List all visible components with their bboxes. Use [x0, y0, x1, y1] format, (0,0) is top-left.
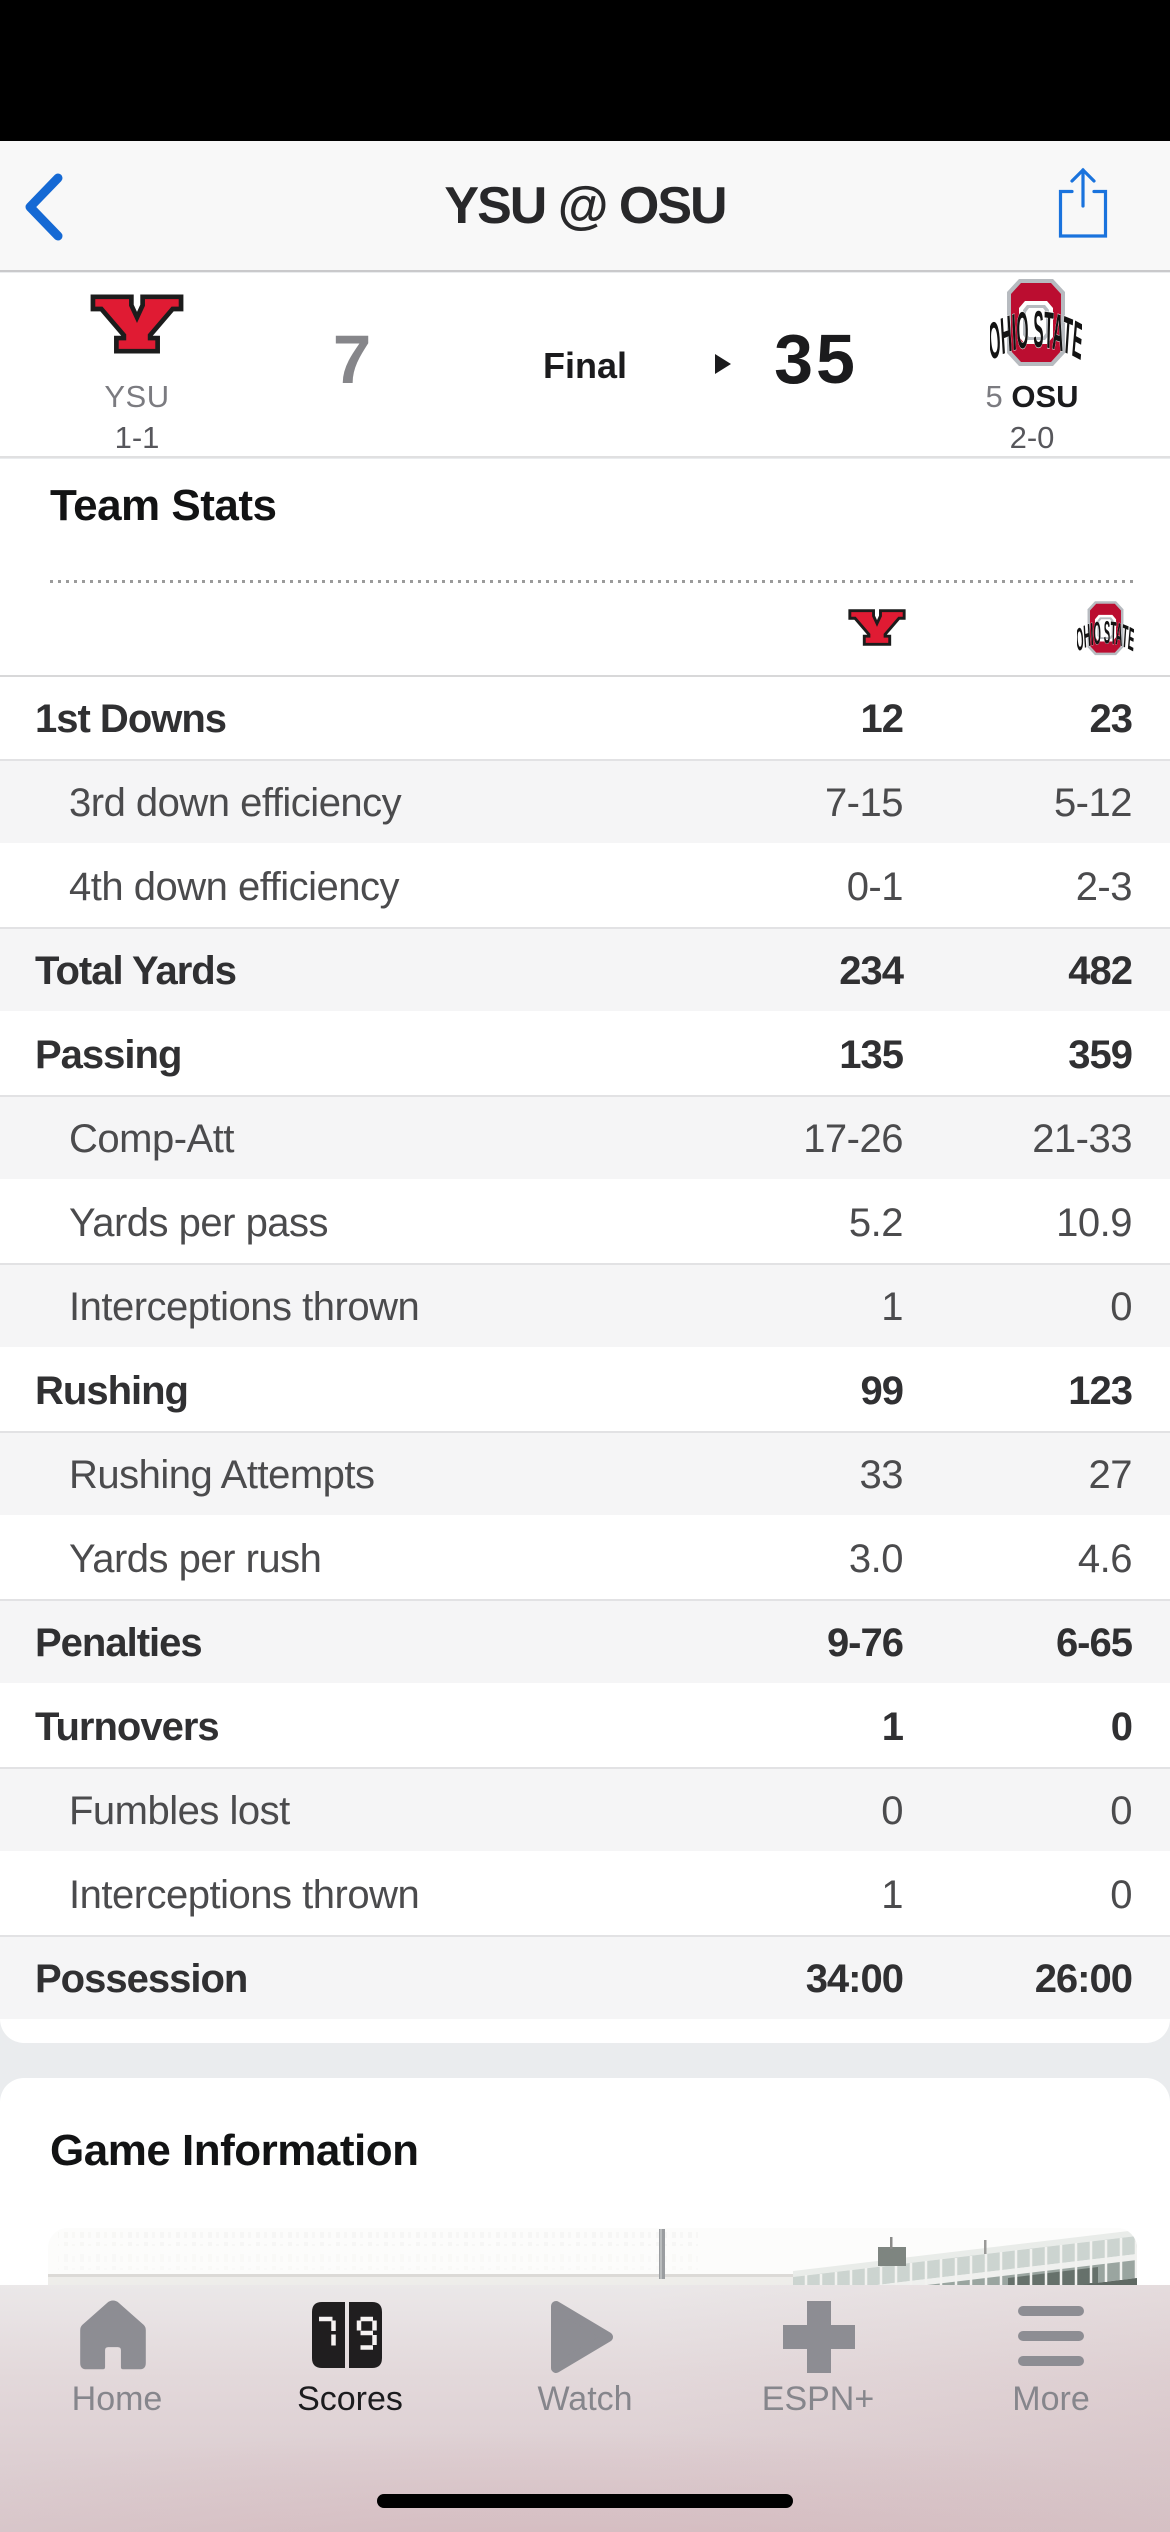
svg-text:OHIO STATE: OHIO STATE [990, 301, 1082, 367]
svg-text:OHIO STATE: OHIO STATE [1077, 616, 1134, 656]
